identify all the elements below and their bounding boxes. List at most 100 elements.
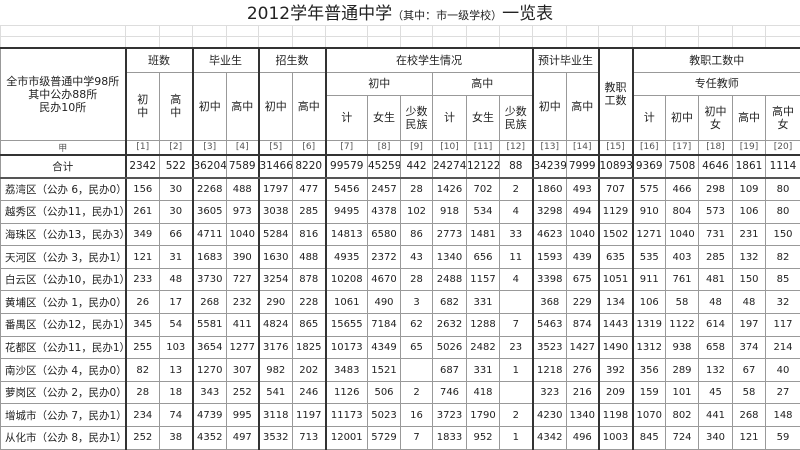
cell[interactable]: 1 — [499, 358, 533, 382]
cell[interactable]: 7 — [499, 313, 533, 337]
cell[interactable]: [17] — [665, 139, 699, 155]
empty-cell[interactable] — [698, 36, 733, 49]
cell[interactable]: [19] — [732, 139, 766, 155]
cell[interactable]: 488 — [226, 176, 259, 202]
cell[interactable]: 1157 — [466, 267, 500, 292]
cell[interactable]: 82 — [124, 358, 160, 382]
cell[interactable]: 290 — [257, 290, 293, 315]
cell[interactable]: 477 — [292, 176, 326, 202]
cell[interactable]: 1797 — [257, 176, 293, 202]
cell[interactable]: 24274 — [432, 153, 467, 179]
cell[interactable]: [11] — [466, 139, 500, 155]
empty-cell[interactable] — [226, 36, 259, 49]
cell[interactable]: 202 — [292, 358, 326, 382]
cell[interactable]: 3254 — [257, 267, 293, 292]
cell[interactable]: [15] — [597, 139, 633, 155]
cell[interactable]: 3483 — [324, 358, 368, 382]
cell[interactable]: 761 — [665, 267, 699, 292]
cell[interactable]: 2 — [499, 176, 533, 202]
cell[interactable]: 2632 — [432, 313, 467, 337]
cell[interactable]: 65 — [400, 335, 433, 360]
cell[interactable]: 12001 — [324, 426, 368, 450]
cell[interactable]: [8] — [367, 139, 401, 155]
cell[interactable]: 1593 — [531, 245, 567, 269]
row-label[interactable]: 从化市（公办 8，民办1） — [0, 426, 126, 450]
cell[interactable]: 331 — [466, 358, 500, 382]
cell[interactable]: 2372 — [367, 245, 401, 269]
cell[interactable]: 268 — [191, 290, 227, 315]
empty-cell[interactable] — [226, 25, 259, 37]
cell[interactable]: 392 — [597, 358, 633, 382]
cell[interactable]: 148 — [765, 403, 800, 428]
cell[interactable]: 59 — [765, 426, 800, 450]
empty-cell[interactable] — [732, 36, 766, 49]
cell[interactable]: 1040 — [226, 222, 259, 247]
cell[interactable]: 865 — [292, 313, 326, 337]
cell[interactable]: 5463 — [531, 313, 567, 337]
cell[interactable]: 4935 — [324, 245, 368, 269]
cell[interactable]: 132 — [698, 358, 733, 382]
cell[interactable]: 66 — [159, 222, 193, 247]
empty-cell[interactable] — [732, 25, 766, 37]
cell[interactable]: 911 — [631, 267, 666, 292]
cell[interactable]: 11173 — [324, 403, 368, 428]
cell[interactable]: 1003 — [597, 426, 633, 450]
cell[interactable]: 534 — [466, 200, 500, 224]
empty-cell[interactable] — [499, 25, 533, 37]
cell[interactable]: 1683 — [191, 245, 227, 269]
cell[interactable]: 62 — [400, 313, 433, 337]
cell[interactable]: 1312 — [631, 335, 666, 360]
empty-cell[interactable] — [292, 25, 326, 37]
cell[interactable]: 506 — [367, 380, 401, 405]
cell[interactable]: 982 — [257, 358, 293, 382]
cell[interactable]: 30 — [159, 176, 193, 202]
cell[interactable]: 4711 — [191, 222, 227, 247]
cell[interactable]: 43 — [400, 245, 433, 269]
cell[interactable]: [9] — [400, 139, 433, 155]
empty-cell[interactable] — [159, 25, 193, 37]
cell[interactable]: 3398 — [531, 267, 567, 292]
cell[interactable]: 5729 — [367, 426, 401, 450]
cell[interactable]: 658 — [698, 335, 733, 360]
cell[interactable]: 1040 — [665, 222, 699, 247]
row-label[interactable]: 萝岗区（公办 2，民办0） — [0, 380, 126, 405]
cell[interactable]: 816 — [292, 222, 326, 247]
cell[interactable]: 1271 — [631, 222, 666, 247]
cell[interactable]: 74 — [159, 403, 193, 428]
cell[interactable]: 573 — [698, 200, 733, 224]
cell[interactable]: 374 — [732, 335, 766, 360]
cell[interactable]: 614 — [698, 313, 733, 337]
cell[interactable]: 490 — [367, 290, 401, 315]
empty-cell[interactable] — [598, 36, 633, 49]
cell[interactable]: 58 — [665, 290, 699, 315]
row-label[interactable]: 越秀区（公办11，民办1） — [0, 200, 126, 224]
cell[interactable]: 1288 — [466, 313, 500, 337]
empty-cell[interactable] — [325, 25, 368, 37]
cell[interactable]: 106 — [732, 200, 766, 224]
cell[interactable]: 1270 — [191, 358, 227, 382]
cell[interactable]: 18 — [159, 380, 193, 405]
cell[interactable]: [3] — [191, 139, 227, 155]
cell[interactable]: 4739 — [191, 403, 227, 428]
empty-cell[interactable] — [159, 36, 193, 49]
cell[interactable]: 48 — [732, 290, 766, 315]
cell[interactable]: [10] — [432, 139, 467, 155]
cell[interactable]: 101 — [665, 380, 699, 405]
cell[interactable]: 109 — [732, 176, 766, 202]
cell[interactable]: 103 — [159, 335, 193, 360]
cell[interactable]: 38 — [159, 426, 193, 450]
cell[interactable]: 345 — [124, 313, 160, 337]
cell[interactable]: 121 — [124, 245, 160, 269]
cell[interactable]: [20] — [765, 139, 800, 155]
cell[interactable]: 2268 — [191, 176, 227, 202]
cell[interactable]: 209 — [597, 380, 633, 405]
cell[interactable]: 1277 — [226, 335, 259, 360]
cell[interactable]: 1790 — [466, 403, 500, 428]
cell[interactable]: 1427 — [566, 335, 599, 360]
cell[interactable]: 48 — [159, 267, 193, 292]
empty-cell[interactable] — [466, 25, 500, 37]
empty-cell[interactable] — [765, 36, 800, 49]
cell[interactable]: 216 — [566, 380, 599, 405]
cell[interactable]: 442 — [400, 153, 433, 179]
cell[interactable]: 1340 — [566, 403, 599, 428]
